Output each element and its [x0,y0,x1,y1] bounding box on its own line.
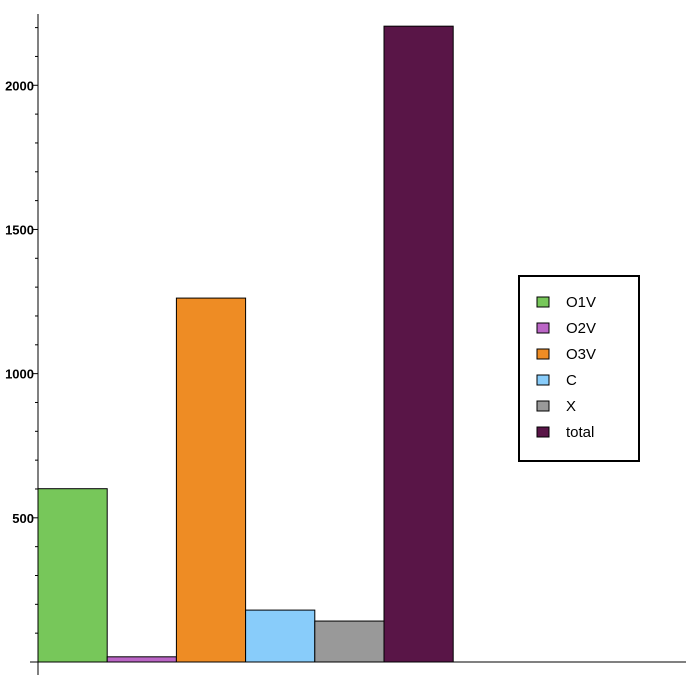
bars [37,25,454,663]
legend-label-x: X [566,398,576,415]
legend-swatch-o3v [536,348,550,360]
y-tick-label: 1500 [5,222,34,237]
legend-swatch-o2v [536,322,550,334]
legend-label-o2v: O2V [566,320,596,337]
bar-o3v [175,297,247,663]
legend-swatch-total [536,426,550,438]
y-tick-label: 500 [12,511,34,526]
bar-c [245,609,316,663]
bar-o1v [37,488,108,663]
bar-total [383,25,454,663]
legend-label-o1v: O1V [566,294,596,311]
legend-label-o3v: O3V [566,346,596,363]
bar-x [314,620,385,663]
legend-swatch-o1v [536,296,550,308]
axes: 500 1000 1500 2000 [5,14,686,675]
major-ticks: 500 1000 1500 2000 [5,78,38,526]
legend-label-c: C [566,372,577,389]
legend-swatch-x [536,400,550,412]
legend-swatch-c [536,374,550,386]
legend-label-total: total [566,424,594,441]
bar-o2v [106,656,177,663]
y-tick-label: 2000 [5,78,34,93]
minor-ticks [35,27,38,634]
y-tick-label: 1000 [5,367,34,382]
